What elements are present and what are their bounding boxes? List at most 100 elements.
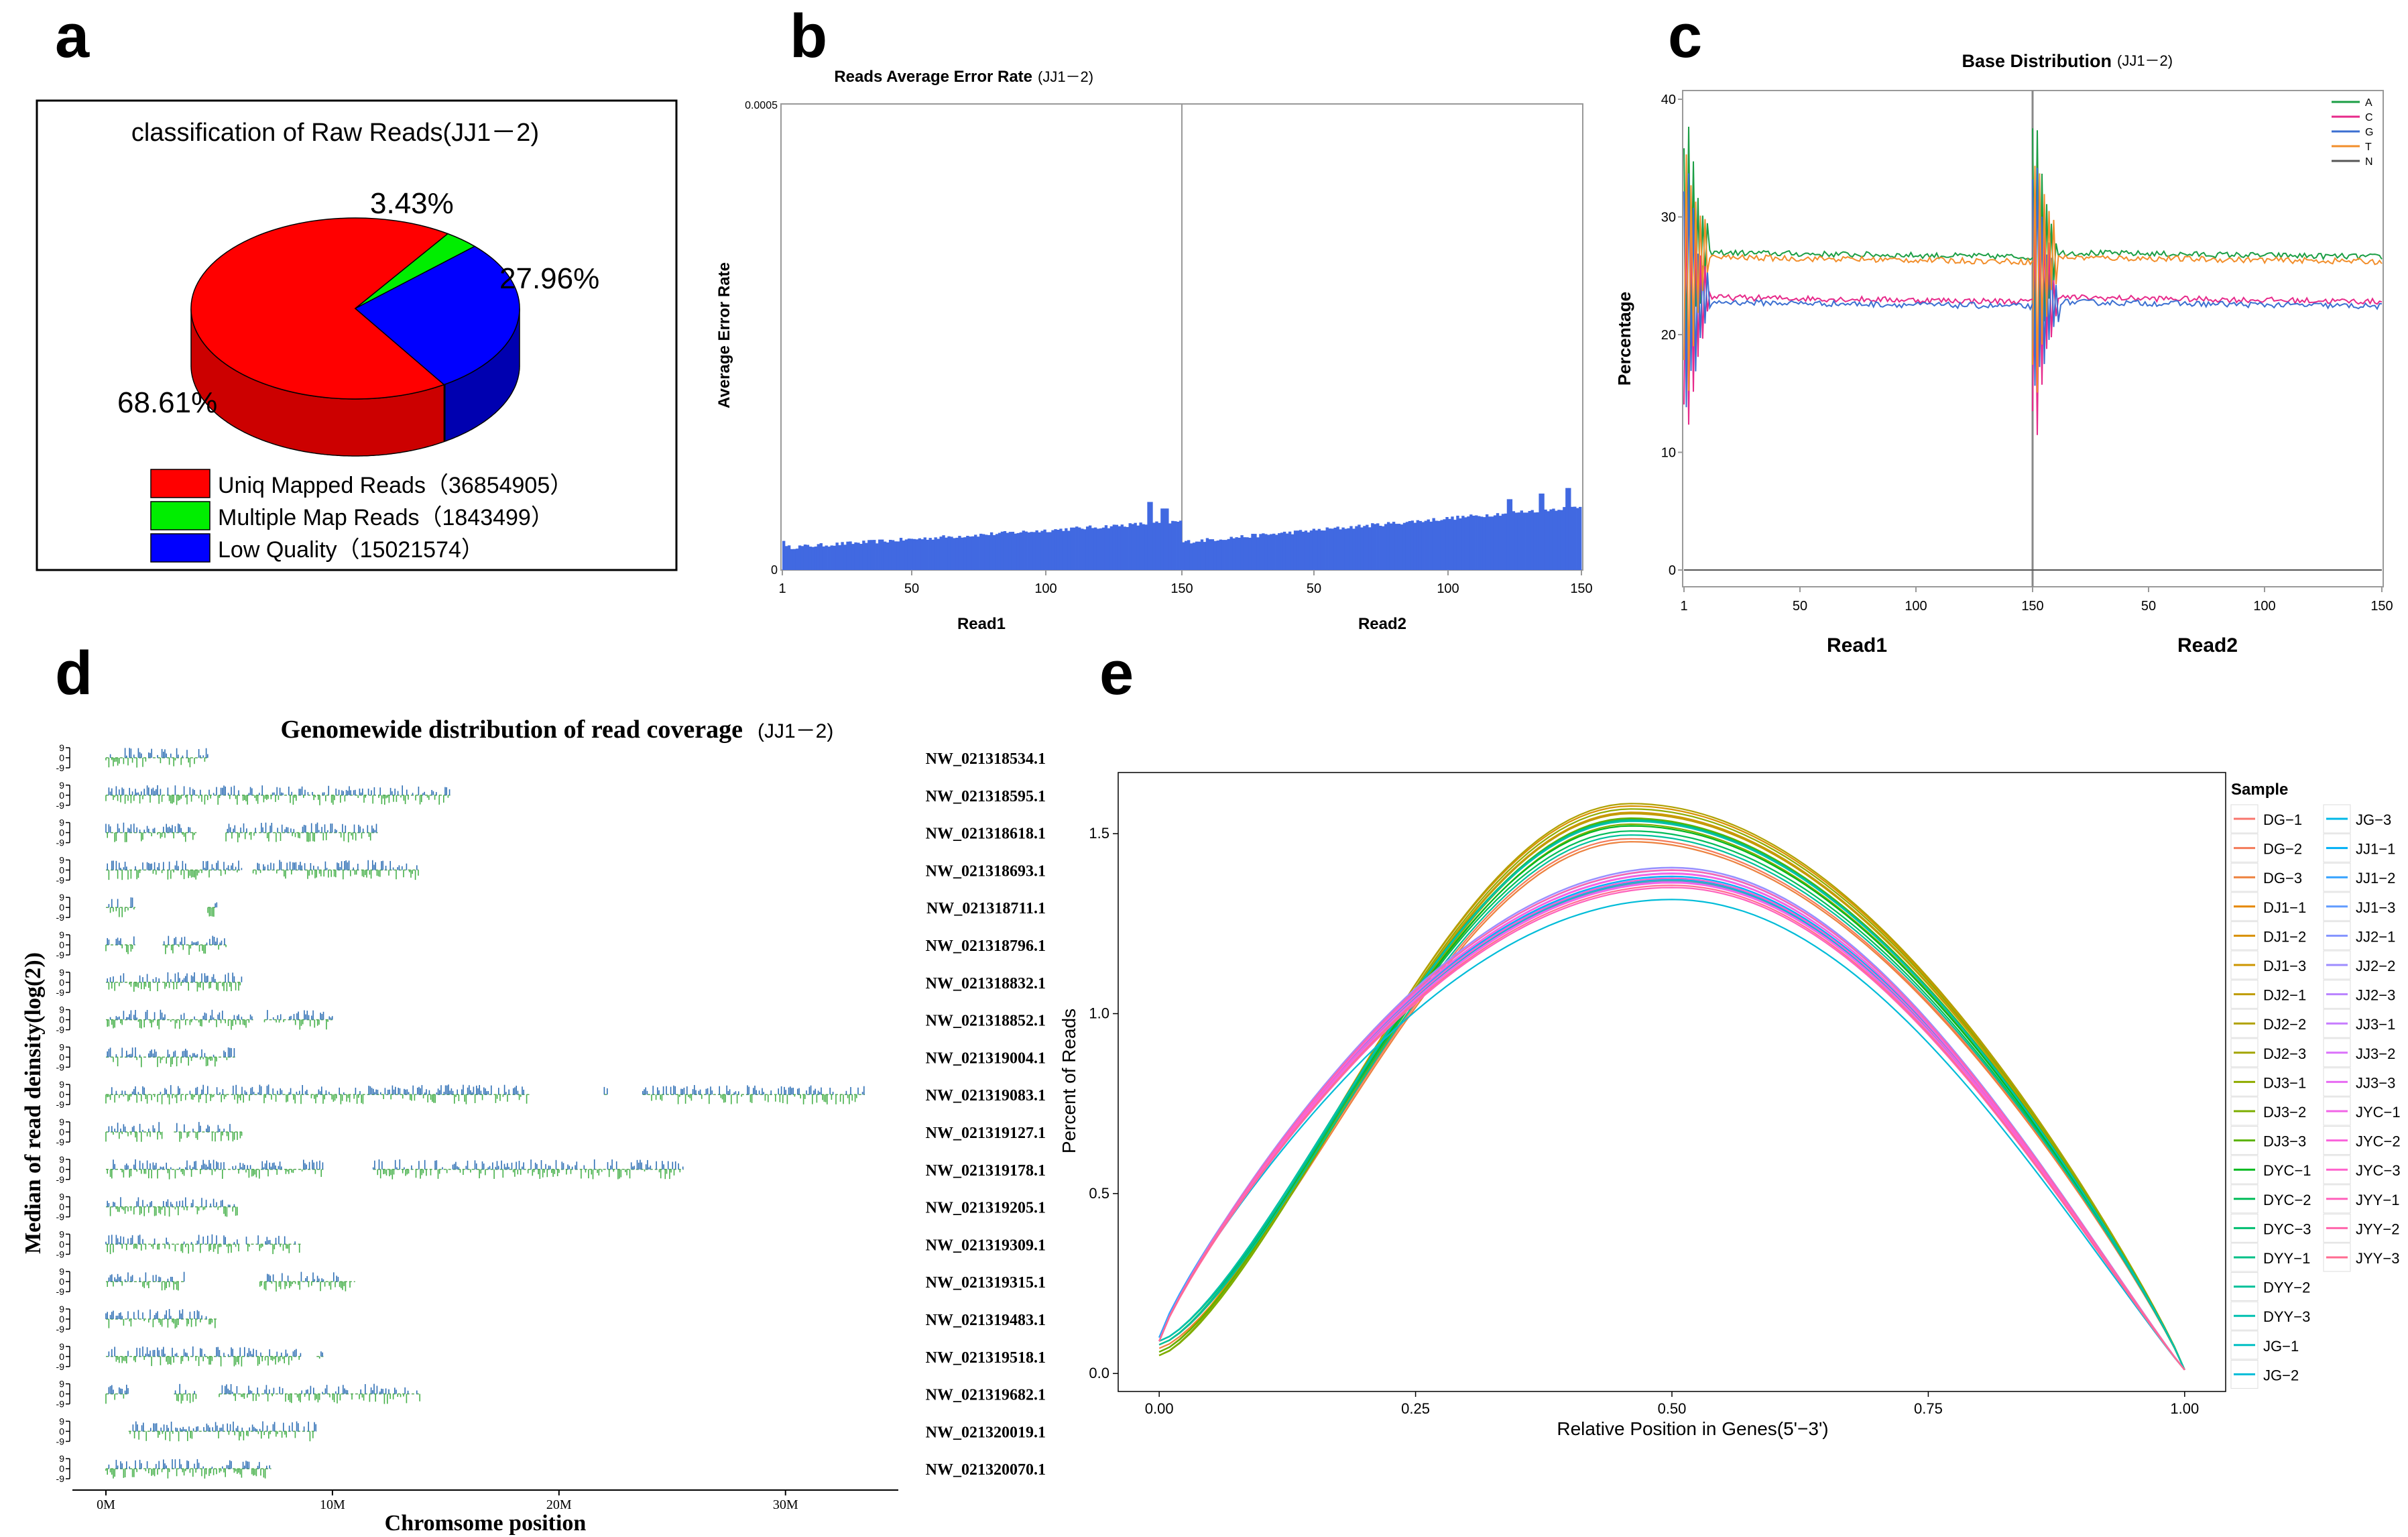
coverage-track-axis: 90-9	[56, 780, 70, 811]
base-dist-ytick-label: 10	[1661, 446, 1676, 461]
error-rate-bar	[1394, 524, 1398, 570]
error-rate-bar	[1509, 499, 1513, 570]
error-rate-bar	[1379, 526, 1382, 570]
error-rate-bar	[1270, 534, 1273, 570]
gene-body-legend-label: JYY−3	[2356, 1250, 2399, 1267]
panel-label-e: e	[1099, 639, 1134, 707]
coverage-track-tick-label: 0	[59, 1314, 64, 1324]
error-rate-xtick-label: 1	[778, 581, 786, 596]
error-rate-bar	[947, 536, 951, 570]
gene-body-xtick-label: 0.75	[1914, 1400, 1943, 1417]
error-rate-xtick-label: 100	[1034, 581, 1057, 596]
coverage-xtick-label: 0M	[97, 1497, 115, 1512]
error-rate-bar	[1397, 524, 1401, 570]
coverage-track-tick-label: -9	[56, 1324, 65, 1334]
error-rate-bar	[1213, 540, 1217, 570]
error-rate-bar	[1490, 516, 1494, 570]
error-rate-bar	[841, 542, 844, 570]
error-rate-bar	[987, 534, 991, 570]
coverage-track-tick-label: 9	[59, 854, 64, 865]
error-rate-bar	[1131, 524, 1134, 570]
coverage-track-tick-label: 0	[59, 977, 64, 988]
gene-body-legend-label: DJ1−3	[2263, 958, 2306, 974]
error-rate-bar	[1568, 488, 1571, 570]
error-rate-bar	[1366, 524, 1369, 570]
error-rate-bar	[1445, 517, 1449, 570]
panel-label-c: c	[1668, 2, 1703, 70]
error-rate-bar	[798, 545, 802, 570]
error-rate-bar	[1282, 531, 1286, 570]
error-rate-bar	[923, 537, 926, 570]
coverage-title-sample: (JJ1－2)	[758, 720, 833, 742]
gene-body-legend-label: DJ1−1	[2263, 899, 2306, 916]
base-dist-xtick-label: 150	[2370, 599, 2393, 614]
error-rate-bar	[1376, 523, 1380, 570]
error-rate-bar	[1107, 528, 1111, 570]
error-rate-bar	[1254, 534, 1257, 570]
error-rate-bar	[1374, 524, 1377, 570]
coverage-track-tick-label: 0	[59, 790, 64, 801]
gene-body-legend-label: JJ3−3	[2356, 1074, 2395, 1091]
error-rate-bar	[1142, 524, 1145, 570]
error-rate-bar	[1246, 537, 1249, 570]
error-rate-bar	[1216, 540, 1220, 570]
gene-body-legend-label: JYY−1	[2356, 1192, 2399, 1208]
error-rate-bar	[979, 533, 983, 570]
coverage-track-name: NW_021319682.1	[926, 1387, 1046, 1404]
coverage-track-name: NW_021318832.1	[926, 975, 1046, 992]
gene-body-legend-label: DYC−2	[2263, 1192, 2311, 1208]
error-rate-bar	[1402, 522, 1406, 570]
gene-body-legend-label: DJ3−3	[2263, 1133, 2306, 1150]
error-rate-xtick-label: 50	[1307, 581, 1321, 596]
error-rate-bar	[1565, 488, 1569, 570]
error-rate-bar	[969, 536, 972, 570]
coverage-track-name: NW_021320070.1	[926, 1461, 1046, 1479]
error-rate-bar	[1453, 520, 1457, 570]
error-rate-bar	[971, 536, 975, 570]
error-rate-bar	[1530, 510, 1534, 570]
error-rate-bar	[1325, 527, 1329, 570]
gene-body-legend-label: DYY−1	[2263, 1250, 2310, 1267]
base-dist-ylabel: Percentage	[1614, 292, 1634, 386]
error-rate-bar	[1048, 532, 1052, 570]
legend-swatch-multiple	[150, 501, 210, 530]
coverage-track-tick-label: 9	[59, 1304, 64, 1314]
error-rate-bar	[1189, 543, 1193, 570]
error-rate-bar	[859, 544, 863, 570]
error-rate-bar	[1022, 530, 1025, 570]
error-rate-bar	[1067, 530, 1071, 570]
error-rate-bar	[1317, 528, 1321, 570]
gene-body-legend-label: DJ1−2	[2263, 928, 2306, 945]
error-rate-bar	[878, 539, 882, 570]
error-rate-bar	[1109, 526, 1113, 570]
error-rate-bar	[1243, 537, 1246, 570]
error-rate-bar	[1024, 531, 1028, 570]
error-rate-bar	[915, 539, 919, 570]
gene-body-plot-area	[1118, 772, 2226, 1392]
error-rate-bar	[1078, 527, 1081, 570]
error-rate-bar	[846, 541, 849, 570]
error-rate-bar	[1424, 520, 1427, 570]
error-rate-bar	[1059, 528, 1063, 570]
error-rate-bar	[1062, 530, 1065, 570]
error-rate-bar	[1051, 530, 1055, 570]
error-rate-bar	[838, 545, 841, 570]
error-rate-bar	[1400, 524, 1404, 570]
base-dist-ytick-label: 40	[1661, 93, 1676, 107]
gene-body-legend-label: DYC−1	[2263, 1162, 2311, 1179]
error-rate-bar	[1120, 524, 1124, 570]
error-rate-bar	[1099, 528, 1103, 570]
error-rate-bar	[1482, 517, 1486, 570]
error-rate-bar	[835, 543, 839, 570]
error-rate-bar	[1419, 520, 1422, 570]
base-dist-xtick-label: 50	[1793, 599, 1807, 614]
coverage-track-axis: 90-9	[56, 1304, 70, 1334]
gene-body-xtick-label: 0.25	[1401, 1400, 1430, 1417]
error-rate-bar	[1312, 528, 1316, 570]
legend-swatch-low	[150, 533, 210, 563]
base-dist-legend-label: A	[2365, 97, 2372, 109]
coverage-track-tick-label: 0	[59, 864, 64, 875]
error-rate-bar	[1290, 534, 1295, 570]
error-rate-bar	[886, 542, 890, 570]
error-rate-bar	[822, 546, 825, 570]
